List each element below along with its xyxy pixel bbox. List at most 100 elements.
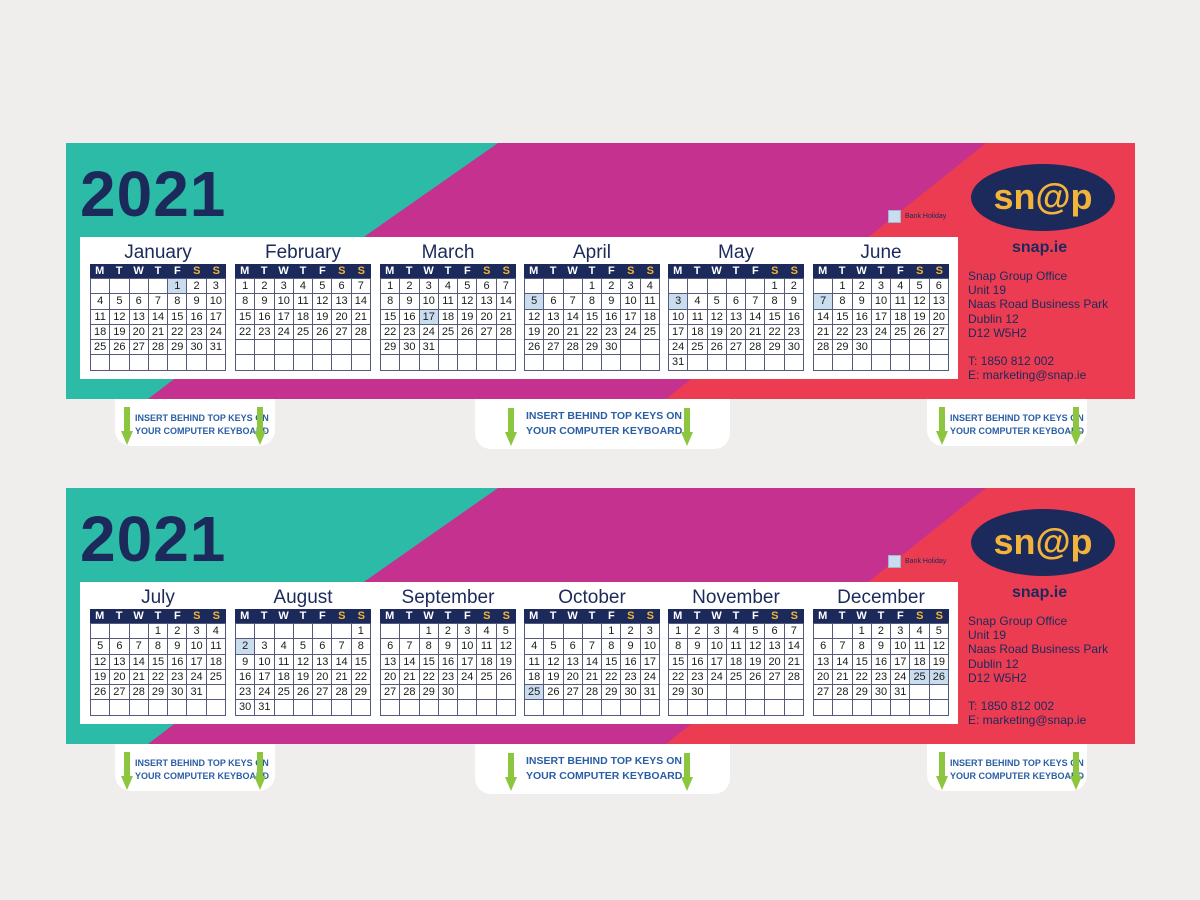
- month-january: January M T W T F S S 1 2 3 4 5 6 7 8 9 10 11 12 13 14 15 16 17 1…: [90, 237, 226, 371]
- day-cell: 23: [187, 325, 206, 340]
- day-cell: 22: [765, 325, 784, 340]
- empty-cell: [381, 355, 400, 370]
- empty-cell: [853, 700, 872, 715]
- empty-cell: [525, 279, 544, 294]
- day-cell: 26: [910, 325, 929, 340]
- weekday-label: F: [313, 609, 332, 623]
- day-cell: 30: [168, 685, 187, 700]
- day-cell: 22: [602, 670, 621, 685]
- day-cell: 11: [910, 639, 929, 654]
- day-cell: 20: [544, 325, 563, 340]
- day-cell: 20: [930, 310, 949, 325]
- day-cell: 30: [602, 340, 621, 355]
- day-cell: 8: [765, 294, 784, 309]
- day-cell: 25: [641, 325, 660, 340]
- day-cell: 7: [352, 279, 371, 294]
- month-name: December: [813, 582, 949, 609]
- day-cell: 26: [313, 325, 332, 340]
- day-cell: 30: [400, 340, 419, 355]
- weekday-label: T: [543, 609, 562, 623]
- day-cell: 5: [746, 624, 765, 639]
- day-cell: 16: [872, 655, 891, 670]
- day-cell: 31: [187, 685, 206, 700]
- empty-cell: [641, 700, 660, 715]
- insert-instruction: INSERT BEHIND TOP KEYS ON YOUR COMPUTER K…: [135, 412, 269, 438]
- day-grid: 1 2 3 4 5 6 7 8 9 10 11 12 13 14 15 16 17 18 19 20 21 22 23 24 2…: [235, 623, 371, 716]
- weekday-label: W: [852, 609, 871, 623]
- day-cell: 19: [313, 310, 332, 325]
- month-april: April M T W T F S S 1 2 3 4 5 6 7 8 9 10 11 12 13 14 15 16 17 18 1…: [524, 237, 660, 371]
- weekday-label: M: [235, 264, 254, 278]
- weekday-label: F: [313, 264, 332, 278]
- day-cell: 9: [602, 294, 621, 309]
- calendar-strip-1: 2021 Bank Holiday January M T W T F S S 1 2 3 4 5 6 7 8…: [66, 143, 1135, 399]
- day-cell: 27: [130, 340, 149, 355]
- empty-cell: [294, 700, 313, 715]
- empty-cell: [746, 279, 765, 294]
- down-arrow-icon: [681, 408, 693, 446]
- day-cell: 11: [688, 310, 707, 325]
- weekday-label: M: [380, 264, 399, 278]
- day-cell: 24: [641, 670, 660, 685]
- weekday-label: T: [832, 609, 851, 623]
- empty-cell: [708, 700, 727, 715]
- day-cell: 6: [477, 279, 496, 294]
- empty-cell: [458, 340, 477, 355]
- day-cell: 16: [853, 310, 872, 325]
- insert-instruction: INSERT BEHIND TOP KEYS ON YOUR COMPUTER K…: [135, 757, 269, 783]
- day-cell: 12: [746, 639, 765, 654]
- day-cell: 9: [168, 639, 187, 654]
- day-cell: 12: [544, 655, 563, 670]
- day-cell: 9: [621, 639, 640, 654]
- weekday-label: W: [563, 264, 582, 278]
- empty-cell: [583, 700, 602, 715]
- empty-cell: [525, 355, 544, 370]
- empty-cell: [891, 700, 910, 715]
- day-cell: 23: [688, 670, 707, 685]
- day-cell: 3: [708, 624, 727, 639]
- day-cell: 6: [110, 639, 129, 654]
- day-cell: 20: [332, 310, 351, 325]
- weekday-label: W: [274, 609, 293, 623]
- day-cell: 17: [708, 655, 727, 670]
- empty-cell: [400, 624, 419, 639]
- weekday-label: S: [765, 264, 784, 278]
- day-cell: 16: [168, 655, 187, 670]
- month-name: October: [524, 582, 660, 609]
- empty-cell: [814, 355, 833, 370]
- day-cell: 10: [621, 294, 640, 309]
- day-cell: 9: [439, 639, 458, 654]
- day-cell: 1: [853, 624, 872, 639]
- day-cell: 28: [785, 670, 804, 685]
- day-cell: 11: [477, 639, 496, 654]
- empty-cell: [207, 685, 226, 700]
- office-line: D12 W5H2: [968, 326, 1108, 340]
- day-cell: 2: [400, 279, 419, 294]
- day-cell: 7: [564, 294, 583, 309]
- empty-cell: [669, 700, 688, 715]
- weekday-label: S: [910, 609, 929, 623]
- day-cell: 30: [621, 685, 640, 700]
- day-cell: 14: [583, 655, 602, 670]
- day-grid: 1 2 3 4 5 6 7 8 9 10 11 12 13 14 15 16 17 18 19 20 21 22 23 24 2…: [524, 278, 660, 371]
- weekday-label: S: [621, 264, 640, 278]
- weekday-label: F: [746, 609, 765, 623]
- day-cell: 15: [833, 310, 852, 325]
- weekday-label: S: [621, 609, 640, 623]
- day-cell: 24: [207, 325, 226, 340]
- weekday-label: T: [871, 609, 890, 623]
- weekday-label: M: [668, 264, 687, 278]
- email: E: marketing@snap.ie: [968, 713, 1108, 727]
- weekday-label: T: [293, 264, 312, 278]
- day-cell: 16: [187, 310, 206, 325]
- empty-cell: [91, 355, 110, 370]
- day-grid: 1 2 3 4 5 6 7 8 9 10 11 12 13 14 15 16 17 18 19 20 21 22 23 24 2…: [90, 623, 226, 716]
- empty-cell: [439, 340, 458, 355]
- down-arrow-icon: [505, 408, 517, 446]
- day-cell: 25: [477, 670, 496, 685]
- empty-cell: [420, 355, 439, 370]
- bank-holiday-swatch: [888, 210, 901, 223]
